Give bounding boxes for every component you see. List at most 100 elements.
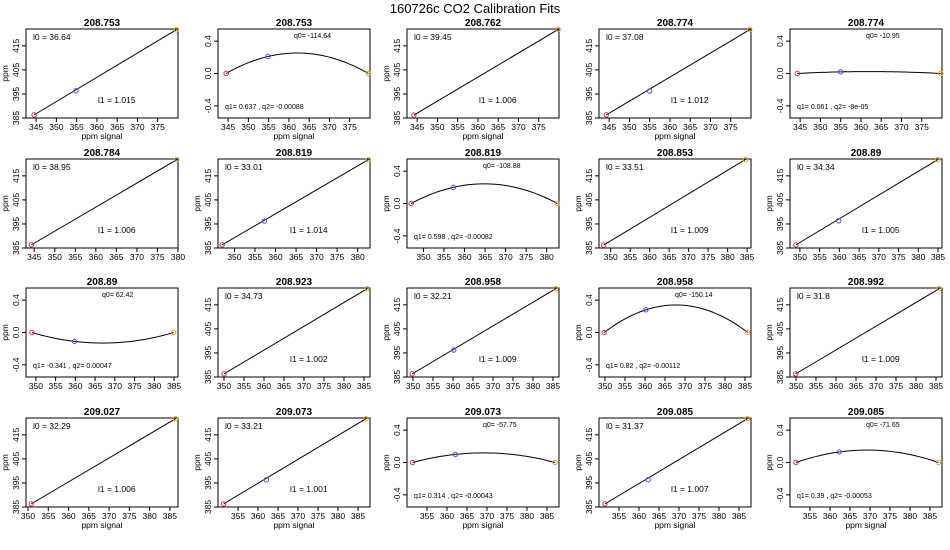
y-tick-label: -0.4 — [392, 228, 402, 243]
l0-label: l0 = 33.01 — [225, 162, 263, 172]
panel-title: 208.819 — [276, 148, 313, 159]
y-tick-label: 0.4 — [775, 35, 785, 47]
y-axis-label: ppm — [0, 195, 10, 212]
x-tick-label: 350 — [241, 122, 255, 132]
y-tick-label: 0.0 — [584, 326, 594, 338]
plot-frame — [789, 158, 943, 249]
x-tick-label: 360 — [268, 252, 282, 262]
low-point — [601, 329, 607, 336]
high-point — [744, 416, 751, 422]
l0-label: l0 = 31.8 — [797, 291, 830, 301]
high-point — [935, 459, 942, 466]
x-tick-label: 370 — [678, 381, 692, 391]
l1-label: l1 = 1.007 — [671, 484, 709, 494]
panel-title: 209.085 — [657, 407, 694, 418]
x-tick-label: 360 — [61, 511, 75, 521]
x-tick-label: 355 — [70, 122, 84, 132]
x-tick-label: 380 — [911, 252, 925, 262]
x-tick-label: 360 — [68, 381, 82, 391]
x-tick-label: 365 — [849, 381, 863, 391]
x-tick-label: 380 — [171, 252, 185, 262]
l1-label: l1 = 1.009 — [479, 354, 517, 364]
y-tick-label: 415 — [203, 297, 213, 311]
mid-point — [837, 69, 844, 75]
high-point — [554, 200, 561, 207]
l1-label: l1 = 1.009 — [671, 225, 709, 235]
y-tick-label: 415 — [203, 427, 213, 441]
x-tick-label: 355 — [237, 381, 251, 391]
x-tick-label: 350 — [29, 381, 43, 391]
x-tick-label: 385 — [732, 511, 746, 521]
x-tick-label: 365 — [109, 252, 123, 262]
x-tick-label: 380 — [721, 252, 735, 262]
q0-label: q0= -10.95 — [866, 33, 900, 40]
high-point — [552, 459, 558, 466]
x-tick-label: 370 — [682, 252, 696, 262]
x-tick-label: 350 — [789, 381, 803, 391]
mid-point — [451, 347, 457, 353]
x-tick-label: 355 — [809, 381, 823, 391]
y-tick-label: 385 — [11, 241, 21, 255]
y-tick-label: 405 — [775, 193, 785, 207]
x-tick-label: 375 — [889, 381, 903, 391]
y-tick-label: 405 — [775, 322, 785, 336]
y-tick-label: 405 — [203, 193, 213, 207]
panel-title: 209.073 — [465, 407, 502, 418]
x-tick-label: 385 — [540, 511, 554, 521]
x-tick-label: 345 — [27, 252, 41, 262]
y-tick-label: 385 — [584, 241, 594, 255]
y-tick-label: -0.4 — [392, 487, 402, 502]
low-point — [603, 112, 609, 118]
x-tick-label: 355 — [248, 252, 262, 262]
panel-title: 208.992 — [848, 277, 885, 288]
panel-title: 208.89 — [87, 277, 118, 288]
y-tick-label: 395 — [203, 476, 213, 490]
x-tick-label: 375 — [883, 511, 897, 521]
x-tick-label: 365 — [466, 381, 480, 391]
plot-frame — [217, 158, 371, 249]
plot-frame — [25, 417, 179, 508]
y-tick-label: 395 — [11, 87, 21, 101]
x-tick-label: 375 — [519, 252, 533, 262]
y-tick-label: 0.0 — [392, 197, 402, 209]
x-tick-label: 360 — [446, 381, 460, 391]
low-point — [794, 70, 800, 77]
panel-title: 208.753 — [84, 18, 121, 29]
panel-title: 209.027 — [84, 407, 121, 418]
y-tick-label: 0.4 — [392, 165, 402, 177]
l1-label: l1 = 1.006 — [98, 484, 136, 494]
y-tick-label: 405 — [584, 193, 594, 207]
l0-label: l0 = 38.95 — [33, 162, 71, 172]
x-tick-label: 345 — [602, 122, 616, 132]
x-tick-label: 355 — [612, 511, 626, 521]
low-point — [600, 242, 607, 248]
x-tick-label: 385 — [931, 252, 945, 262]
x-tick-label: 375 — [724, 122, 738, 132]
x-axis-label: ppm signal — [845, 520, 886, 530]
x-tick-label: 375 — [151, 122, 165, 132]
calibration-panel: 209.027 350 355 360 365 370 375 380 385 385 395 405… — [0, 407, 179, 530]
l1-label: l1 = 1.006 — [98, 225, 136, 235]
high-point — [934, 157, 941, 163]
calibration-panel: 208.784 345 350 355 360 365 370 375 380 385 395 405… — [0, 148, 185, 262]
panel-title: 209.085 — [848, 407, 885, 418]
l1-label: l1 = 1.005 — [862, 225, 900, 235]
y-tick-label: 385 — [775, 370, 785, 384]
x-tick-label: 370 — [872, 252, 886, 262]
y-axis-label: ppm — [764, 195, 774, 212]
high-point — [747, 27, 753, 33]
y-tick-label: 415 — [392, 297, 402, 311]
y-tick-label: 415 — [392, 38, 402, 52]
fit-line — [795, 288, 940, 375]
x-tick-label: 355 — [834, 122, 848, 132]
y-axis-label: ppm — [381, 454, 391, 471]
mid-point — [265, 53, 271, 60]
fit-line — [411, 288, 557, 375]
x-axis-label: ppm signal — [462, 131, 503, 141]
fit-line — [606, 29, 751, 116]
panel-title: 208.753 — [276, 18, 313, 29]
x-tick-label: 375 — [330, 252, 344, 262]
x-tick-label: 385 — [923, 511, 937, 521]
l0-label: l0 = 39.45 — [414, 32, 452, 42]
low-point — [602, 501, 608, 507]
